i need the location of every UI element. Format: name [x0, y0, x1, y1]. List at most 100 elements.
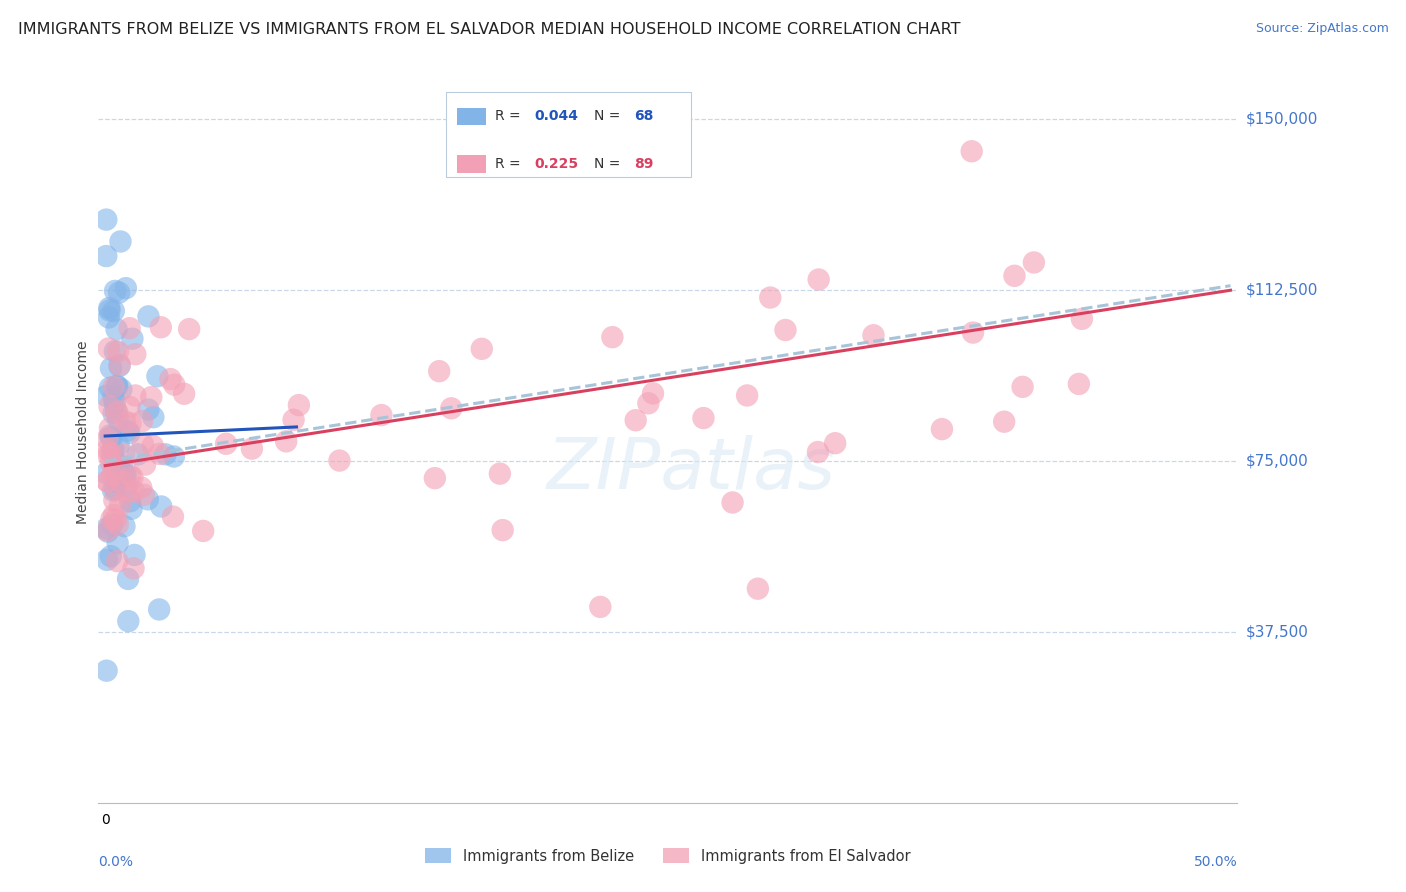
Point [97, 310, 120, 325]
Text: 0.225: 0.225 [534, 157, 579, 171]
Text: 50.0%: 50.0% [1194, 855, 1237, 869]
Point [108, 358, 131, 372]
Point [122, 484, 145, 499]
Legend: Immigrants from Belize, Immigrants from El Salvador: Immigrants from Belize, Immigrants from … [419, 842, 917, 870]
Point [100, 549, 122, 564]
Point [103, 406, 125, 420]
Point [692, 411, 714, 425]
Point [108, 499, 131, 513]
Point [103, 463, 125, 477]
Point [283, 413, 305, 427]
Point [471, 342, 494, 356]
Point [423, 471, 446, 485]
Point [100, 455, 122, 469]
Point [118, 400, 141, 414]
Y-axis label: Median Household Income: Median Household Income [76, 341, 90, 524]
Point [121, 470, 143, 484]
Point [97, 524, 120, 539]
Point [117, 572, 139, 586]
Point [107, 536, 129, 550]
Point [118, 426, 141, 441]
Point [98, 303, 121, 318]
Point [134, 458, 156, 472]
Point [641, 386, 664, 401]
Point [103, 391, 125, 405]
Point [100, 512, 122, 526]
Point [104, 474, 127, 488]
Point [240, 442, 263, 456]
Point [288, 398, 311, 412]
Point [103, 508, 125, 522]
Point [117, 614, 139, 628]
Point [624, 413, 647, 427]
Point [127, 447, 149, 461]
Text: $150,000: $150,000 [1246, 112, 1317, 127]
Point [96, 553, 118, 567]
Point [179, 322, 201, 336]
Point [132, 488, 155, 502]
Point [97, 342, 120, 356]
Point [112, 448, 135, 462]
FancyBboxPatch shape [446, 92, 690, 178]
Point [141, 390, 163, 404]
Point [602, 330, 624, 344]
Point [117, 424, 139, 438]
Point [120, 468, 142, 483]
Point [1067, 376, 1090, 391]
Point [105, 404, 128, 418]
Point [110, 383, 132, 397]
Point [96, 522, 118, 536]
Text: 0.0%: 0.0% [98, 855, 134, 869]
Point [1022, 255, 1045, 269]
Text: N =: N = [593, 110, 624, 123]
Point [115, 484, 138, 499]
Point [105, 554, 128, 568]
Point [131, 414, 153, 428]
Point [98, 301, 121, 315]
Point [122, 561, 145, 575]
Point [98, 428, 121, 442]
Point [107, 475, 129, 490]
Point [163, 377, 186, 392]
Point [104, 512, 127, 526]
Point [101, 469, 124, 483]
Point [276, 434, 298, 449]
Point [328, 453, 350, 467]
Point [100, 446, 122, 460]
Point [96, 249, 118, 263]
Point [98, 400, 121, 414]
Point [108, 285, 131, 300]
Point [101, 483, 124, 498]
Point [159, 372, 181, 386]
Point [492, 523, 515, 537]
Point [807, 445, 830, 459]
Point [96, 664, 118, 678]
Point [96, 466, 118, 480]
Point [759, 291, 782, 305]
Point [150, 500, 173, 514]
Point [120, 417, 142, 431]
Point [960, 145, 983, 159]
Point [96, 442, 118, 457]
Text: R =: R = [495, 157, 524, 171]
Text: Source: ZipAtlas.com: Source: ZipAtlas.com [1256, 22, 1389, 36]
FancyBboxPatch shape [457, 155, 485, 173]
Point [105, 322, 128, 336]
Point [107, 517, 129, 532]
Point [103, 380, 125, 394]
Point [440, 401, 463, 416]
Point [115, 479, 138, 493]
Point [112, 467, 135, 481]
Point [138, 402, 160, 417]
Point [962, 326, 984, 340]
Text: 89: 89 [634, 157, 652, 171]
Point [96, 389, 118, 403]
Text: $37,500: $37,500 [1246, 624, 1309, 640]
Point [105, 379, 128, 393]
Point [105, 405, 128, 419]
Point [98, 381, 121, 395]
Point [146, 369, 169, 384]
Point [105, 378, 128, 392]
Point [107, 438, 129, 452]
Point [427, 364, 450, 378]
